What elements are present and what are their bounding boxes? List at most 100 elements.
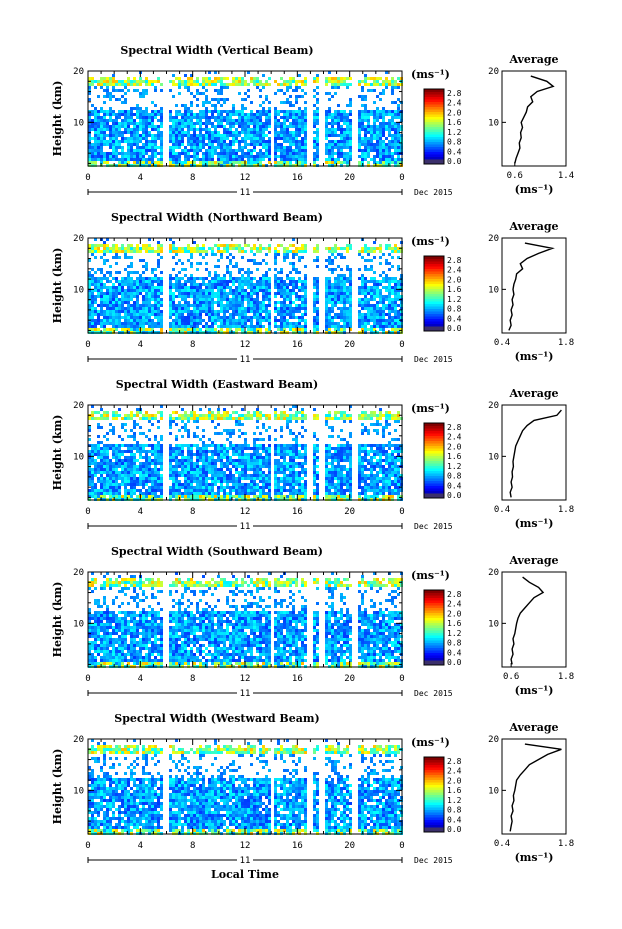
heatmap-cell bbox=[391, 122, 394, 125]
heatmap-cell bbox=[133, 286, 136, 289]
heatmap-cell bbox=[238, 158, 241, 161]
heatmap-cell bbox=[88, 429, 91, 432]
heatmap-cell bbox=[289, 122, 292, 125]
heatmap-cell bbox=[256, 140, 259, 143]
heatmap-cell bbox=[286, 310, 289, 313]
heatmap-cell bbox=[190, 104, 193, 107]
heatmap-cell bbox=[304, 119, 307, 122]
heatmap-cell bbox=[91, 158, 94, 161]
heatmap-cell bbox=[220, 80, 223, 83]
heatmap-cell bbox=[190, 125, 193, 128]
heatmap-cell bbox=[379, 122, 382, 125]
heatmap-cell bbox=[187, 131, 190, 134]
heatmap-cell bbox=[145, 310, 148, 313]
heatmap-cell bbox=[265, 143, 268, 146]
heatmap-cell bbox=[265, 253, 268, 256]
heatmap-cell bbox=[106, 158, 109, 161]
heatmap-cell bbox=[382, 134, 385, 137]
heatmap-cell bbox=[331, 131, 334, 134]
heatmap-cell bbox=[298, 86, 301, 89]
heatmap-cell bbox=[148, 307, 151, 310]
heatmap-cell bbox=[256, 262, 259, 265]
heatmap-cell bbox=[151, 304, 154, 307]
heatmap-cell bbox=[373, 247, 376, 250]
heatmap-cell bbox=[178, 447, 181, 450]
heatmap-cell bbox=[100, 295, 103, 298]
heatmap-cell bbox=[268, 280, 271, 283]
heatmap-cell bbox=[214, 292, 217, 295]
heatmap-cell bbox=[289, 325, 292, 328]
heatmap-cell bbox=[115, 131, 118, 134]
heatmap-cell bbox=[247, 83, 250, 86]
heatmap-cell bbox=[241, 161, 244, 164]
heatmap-cell bbox=[334, 92, 337, 95]
heatmap-cell bbox=[211, 322, 214, 325]
heatmap-cell bbox=[130, 107, 133, 110]
heatmap-cell bbox=[115, 325, 118, 328]
heatmap-cell bbox=[97, 492, 100, 495]
heatmap-cell bbox=[130, 280, 133, 283]
heatmap-cell bbox=[100, 125, 103, 128]
heatmap-cell bbox=[154, 86, 157, 89]
heatmap-cell bbox=[157, 265, 160, 268]
heatmap-cell bbox=[382, 155, 385, 158]
heatmap-cell bbox=[385, 71, 388, 74]
heatmap-cell bbox=[370, 286, 373, 289]
heatmap-cell bbox=[175, 304, 178, 307]
heatmap-cell bbox=[289, 322, 292, 325]
heatmap-cell bbox=[346, 116, 349, 119]
heatmap-cell bbox=[316, 322, 319, 325]
heatmap-cell bbox=[268, 277, 271, 280]
heatmap-cell bbox=[127, 480, 130, 483]
heatmap-cell bbox=[145, 286, 148, 289]
heatmap-cell bbox=[397, 128, 400, 131]
heatmap-cell bbox=[94, 116, 97, 119]
heatmap-cell bbox=[376, 83, 379, 86]
heatmap-cell bbox=[181, 262, 184, 265]
heatmap-cell bbox=[370, 259, 373, 262]
heatmap-cell bbox=[301, 122, 304, 125]
heatmap-cell bbox=[172, 477, 175, 480]
heatmap-cell bbox=[256, 298, 259, 301]
heatmap-cell bbox=[229, 313, 232, 316]
heatmap-cell bbox=[295, 128, 298, 131]
heatmap-cell bbox=[334, 313, 337, 316]
heatmap-cell bbox=[388, 161, 391, 164]
heatmap-cell bbox=[115, 116, 118, 119]
heatmap-cell bbox=[304, 319, 307, 322]
heatmap-cell bbox=[256, 122, 259, 125]
heatmap-cell bbox=[316, 137, 319, 140]
heatmap-cell bbox=[229, 262, 232, 265]
heatmap-cell bbox=[169, 301, 172, 304]
heatmap-cell bbox=[106, 247, 109, 250]
heatmap-cell bbox=[103, 247, 106, 250]
heatmap-cell bbox=[361, 322, 364, 325]
heatmap-cell bbox=[106, 453, 109, 456]
heatmap-cell bbox=[175, 328, 178, 331]
heatmap-cell bbox=[328, 158, 331, 161]
heatmap-cell bbox=[283, 101, 286, 104]
y-tick-label: 10 bbox=[73, 118, 84, 128]
heatmap-cell bbox=[124, 423, 127, 426]
heatmap-cell bbox=[262, 307, 265, 310]
heatmap-cell bbox=[256, 247, 259, 250]
heatmap-cell bbox=[394, 328, 397, 331]
panel-title: Spectral Width (Northward Beam) bbox=[111, 211, 323, 224]
heatmap-cell bbox=[142, 95, 145, 98]
heatmap-cell bbox=[91, 304, 94, 307]
heatmap-cell bbox=[256, 125, 259, 128]
heatmap-cell bbox=[145, 116, 148, 119]
heatmap-cell bbox=[112, 319, 115, 322]
heatmap-cell bbox=[220, 301, 223, 304]
heatmap-cell bbox=[301, 143, 304, 146]
heatmap-cell bbox=[292, 149, 295, 152]
heatmap-cell bbox=[208, 325, 211, 328]
heatmap-cell bbox=[148, 292, 151, 295]
heatmap-cell bbox=[196, 313, 199, 316]
heatmap-cell bbox=[187, 134, 190, 137]
heatmap-cell bbox=[265, 292, 268, 295]
heatmap-cell bbox=[100, 146, 103, 149]
heatmap-cell bbox=[127, 110, 130, 113]
heatmap-cell bbox=[367, 131, 370, 134]
colorbar-tick-label: 2.8 bbox=[447, 89, 462, 98]
